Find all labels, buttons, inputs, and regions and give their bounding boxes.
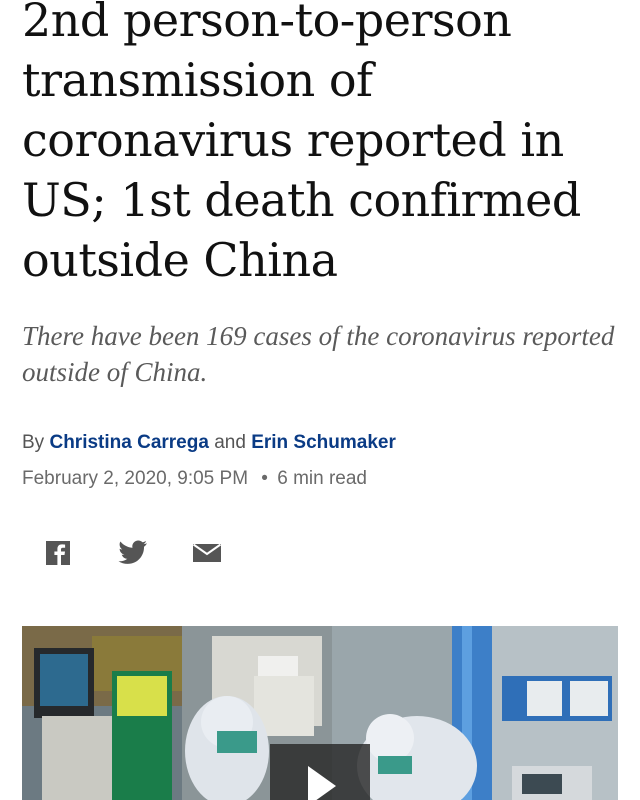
article-lead-video[interactable] <box>22 626 618 800</box>
publish-date: February 2, 2020, 9:05 PM <box>22 468 249 489</box>
byline-prefix: By <box>22 432 45 453</box>
lead-photo-hospital-ward <box>22 626 618 800</box>
play-icon <box>308 766 336 800</box>
byline: By Christina Carrega and Erin Schumaker <box>22 432 396 454</box>
article-meta: February 2, 2020, 9:05 PM • 6 min read <box>22 468 367 490</box>
meta-separator: • <box>261 468 268 489</box>
email-icon[interactable] <box>192 540 222 566</box>
read-time: 6 min read <box>277 468 368 489</box>
byline-conjunction: and <box>214 432 246 453</box>
article-subheadline: There have been 169 cases of the coronav… <box>22 321 615 387</box>
facebook-icon[interactable] <box>44 540 74 566</box>
video-play-button[interactable] <box>270 744 370 800</box>
author-link-erin-schumaker[interactable]: Erin Schumaker <box>251 432 396 453</box>
article-headline: 2nd person-to-person transmission of cor… <box>22 0 581 287</box>
author-link-christina-carrega[interactable]: Christina Carrega <box>49 432 209 453</box>
twitter-icon[interactable] <box>118 540 148 566</box>
share-bar <box>44 540 222 566</box>
